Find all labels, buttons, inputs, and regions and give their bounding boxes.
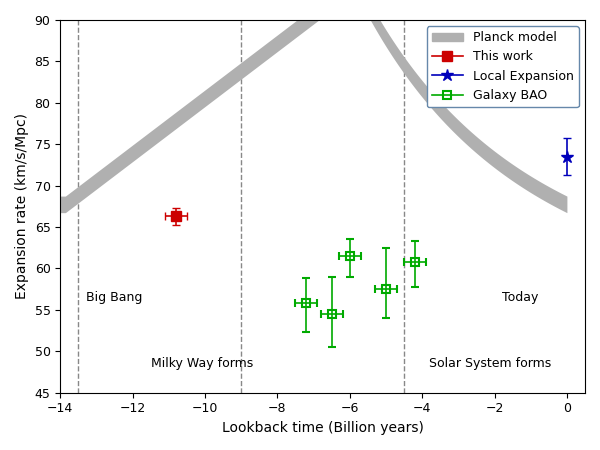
X-axis label: Lookback time (Billion years): Lookback time (Billion years) bbox=[222, 421, 424, 435]
Text: Today: Today bbox=[502, 291, 538, 304]
Text: Solar System forms: Solar System forms bbox=[430, 357, 551, 370]
Legend: Planck model, This work, Local Expansion, Galaxy BAO: Planck model, This work, Local Expansion… bbox=[427, 26, 579, 107]
Text: Big Bang: Big Bang bbox=[86, 291, 142, 304]
Y-axis label: Expansion rate (km/s/Mpc): Expansion rate (km/s/Mpc) bbox=[15, 113, 29, 299]
Text: Milky Way forms: Milky Way forms bbox=[151, 357, 253, 370]
